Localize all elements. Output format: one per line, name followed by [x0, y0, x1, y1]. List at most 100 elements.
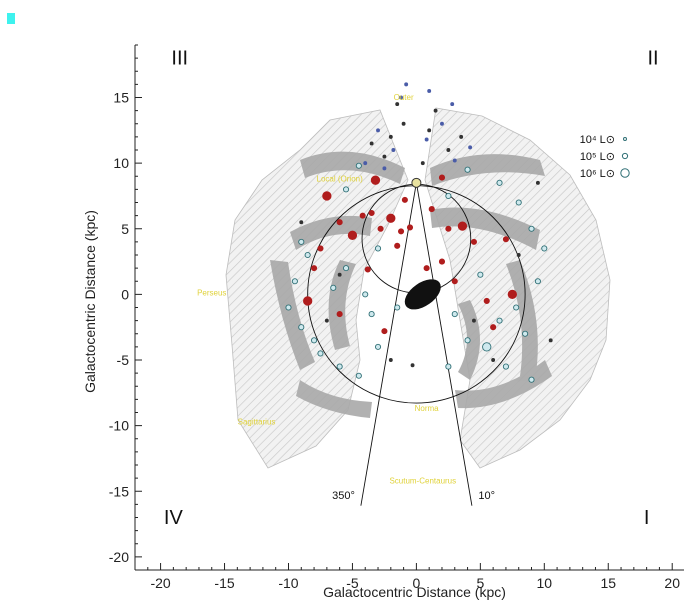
- data-point: [347, 230, 358, 240]
- quadrant-label: IV: [164, 507, 184, 529]
- data-point: [450, 102, 455, 107]
- data-point: [322, 191, 332, 201]
- data-point: [457, 221, 468, 231]
- data-point: [451, 278, 458, 285]
- plot-frame: -20 -15 -10 -5 0 5 10 15 20 -20 -15 -10 -5 0 5 10 15 Gala…: [82, 44, 684, 600]
- data-point: [397, 228, 405, 235]
- data-point: [496, 179, 503, 186]
- spiral-arm-label: Outer: [394, 93, 414, 102]
- data-point: [336, 363, 343, 370]
- data-point: [394, 304, 401, 311]
- data-point: [470, 238, 478, 245]
- spiral-arm-label: Local (Orion): [317, 175, 364, 184]
- data-point: [382, 154, 387, 159]
- data-point: [304, 251, 311, 259]
- data-point: [364, 266, 371, 273]
- data-point: [298, 238, 305, 245]
- data-point: [376, 128, 380, 133]
- data-point: [368, 311, 375, 318]
- data-point: [391, 148, 396, 152]
- x-tick-label: -20: [150, 575, 170, 591]
- x-tick-label: 15: [600, 575, 616, 591]
- legend-label: 10⁴ L⊙: [580, 134, 615, 146]
- band-local-left: [290, 215, 372, 250]
- data-point: [359, 212, 366, 219]
- data-point: [317, 350, 324, 357]
- data-point: [522, 330, 529, 337]
- y-tick-label: -10: [109, 418, 129, 434]
- data-point: [298, 324, 305, 331]
- data-point: [330, 284, 337, 291]
- x-tick-label: -5: [346, 575, 359, 591]
- y-axis-label: Galactocentric Distance (kpc): [82, 210, 98, 393]
- longitude-label: 350°: [332, 490, 355, 502]
- spiral-arm-label: Sagittarius: [238, 417, 276, 426]
- y-tick-label: -5: [117, 352, 130, 368]
- central-black-cluster: [404, 279, 441, 310]
- y-tick-label: -15: [109, 483, 129, 499]
- legend: 10⁴ L⊙ 10⁵ L⊙ 10⁶ L⊙: [580, 134, 630, 180]
- data-point: [548, 338, 553, 343]
- data-point: [406, 224, 414, 231]
- band-outer-right: [430, 154, 545, 186]
- x-tick-label: 0: [412, 575, 420, 591]
- data-point: [433, 108, 438, 113]
- data-point: [374, 245, 382, 252]
- line-of-sight-350: [360, 182, 417, 506]
- data-point: [440, 121, 444, 126]
- data-point: [362, 291, 369, 298]
- data-point: [515, 199, 522, 206]
- data-point: [490, 324, 497, 331]
- source-points: [285, 82, 553, 383]
- data-point: [507, 289, 517, 300]
- data-point: [502, 363, 509, 370]
- data-point: [317, 245, 324, 252]
- data-point: [482, 342, 492, 352]
- data-point: [355, 372, 362, 379]
- spiral-arm-label: Norma: [415, 404, 440, 413]
- data-point: [464, 166, 471, 173]
- data-point: [445, 363, 452, 370]
- data-point: [291, 278, 298, 285]
- data-point: [388, 134, 393, 139]
- x-tick-label: 10: [537, 575, 553, 591]
- data-point: [446, 148, 451, 152]
- data-point: [399, 95, 403, 100]
- data-point: [483, 297, 490, 304]
- data-point: [423, 265, 430, 272]
- line-of-sight-10: [415, 182, 473, 506]
- y-tick-label: 5: [121, 221, 129, 237]
- data-point: [445, 225, 452, 232]
- data-point: [381, 328, 388, 335]
- sun-marker: [411, 177, 422, 188]
- data-point: [386, 213, 396, 223]
- data-point: [401, 121, 406, 126]
- data-point: [534, 278, 541, 285]
- legend-label: 10⁶ L⊙: [580, 168, 615, 180]
- quadrant-label: I: [644, 507, 650, 529]
- quadrant-label: III: [171, 48, 188, 70]
- data-point: [388, 358, 393, 362]
- band-inner-left: [328, 260, 356, 350]
- data-point: [468, 145, 473, 150]
- data-point: [496, 317, 503, 324]
- data-point: [395, 102, 400, 107]
- data-point: [303, 296, 313, 306]
- spiral-arm-label: Scutum-Centaurus: [389, 476, 456, 485]
- data-point: [369, 141, 374, 146]
- y-tick-label: 10: [113, 155, 129, 171]
- data-point: [445, 192, 452, 199]
- band-local-right: [430, 207, 540, 250]
- data-point: [464, 337, 471, 344]
- geometry-overlay: [307, 182, 526, 506]
- data-point: [394, 242, 401, 249]
- band-perseus-left: [270, 260, 315, 370]
- y-tick-label: -20: [109, 549, 129, 565]
- data-point: [311, 337, 318, 344]
- data-point: [311, 265, 318, 272]
- quadrant-label: II: [647, 48, 658, 70]
- data-point: [336, 219, 343, 226]
- highlight-marker: [7, 13, 15, 24]
- data-point: [342, 186, 350, 193]
